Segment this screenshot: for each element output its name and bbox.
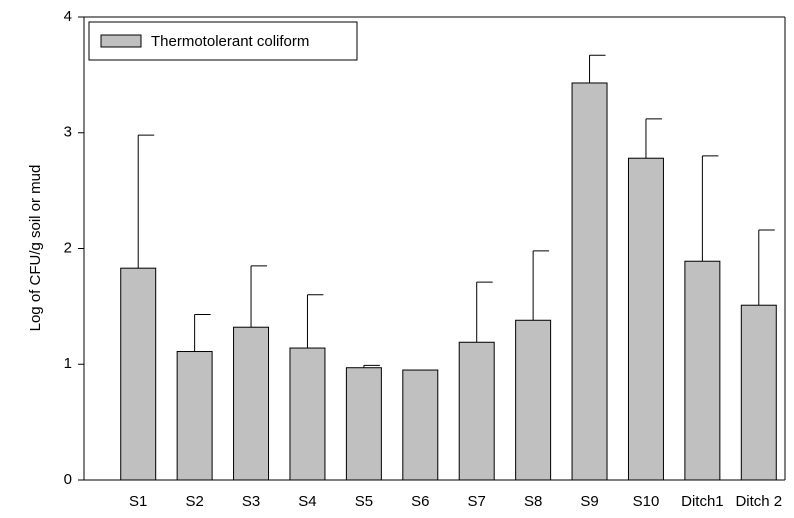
x-tick-label: S6 bbox=[411, 493, 429, 510]
error-bar bbox=[758, 229, 775, 306]
error-bar bbox=[250, 265, 268, 328]
error-bar bbox=[137, 134, 155, 269]
y-tick-label: 3 bbox=[64, 124, 72, 141]
x-tick-label: Ditch1 bbox=[681, 493, 724, 510]
bar bbox=[571, 82, 608, 481]
x-tick-label: S10 bbox=[633, 493, 660, 510]
x-tick-label: S9 bbox=[580, 493, 598, 510]
error-bar bbox=[532, 250, 550, 321]
y-tick-label: 4 bbox=[64, 8, 72, 25]
error-bar bbox=[194, 313, 211, 352]
legend-swatch bbox=[100, 34, 142, 48]
y-tick-label: 2 bbox=[64, 239, 72, 256]
error-bar bbox=[476, 281, 493, 343]
x-tick-label: S3 bbox=[242, 493, 260, 510]
legend-label: Thermotolerant coliform bbox=[151, 33, 309, 50]
x-tick-label: S7 bbox=[468, 493, 486, 510]
error-bar bbox=[363, 364, 380, 368]
bar bbox=[515, 319, 552, 481]
bar bbox=[458, 341, 495, 481]
x-tick-label: Ditch 2 bbox=[735, 493, 782, 510]
x-tick-label: S1 bbox=[129, 493, 147, 510]
error-bar bbox=[645, 118, 662, 159]
bar bbox=[402, 369, 439, 481]
bar bbox=[289, 347, 326, 481]
x-tick-label: S8 bbox=[524, 493, 542, 510]
error-bar bbox=[701, 155, 719, 262]
bar bbox=[176, 351, 213, 481]
x-tick-label: S2 bbox=[185, 493, 203, 510]
y-axis-label: Log of CFU/g soil or mud bbox=[27, 165, 44, 332]
bar bbox=[345, 367, 382, 481]
bar bbox=[684, 260, 721, 481]
bar bbox=[120, 267, 157, 481]
error-bar bbox=[306, 294, 324, 349]
y-tick-label: 1 bbox=[64, 355, 72, 372]
x-tick-label: S4 bbox=[298, 493, 316, 510]
bar bbox=[627, 157, 664, 481]
x-tick-label: S5 bbox=[355, 493, 373, 510]
y-tick-label: 0 bbox=[64, 471, 72, 488]
error-bar bbox=[589, 54, 606, 83]
bar bbox=[740, 304, 777, 481]
bar bbox=[233, 326, 270, 481]
